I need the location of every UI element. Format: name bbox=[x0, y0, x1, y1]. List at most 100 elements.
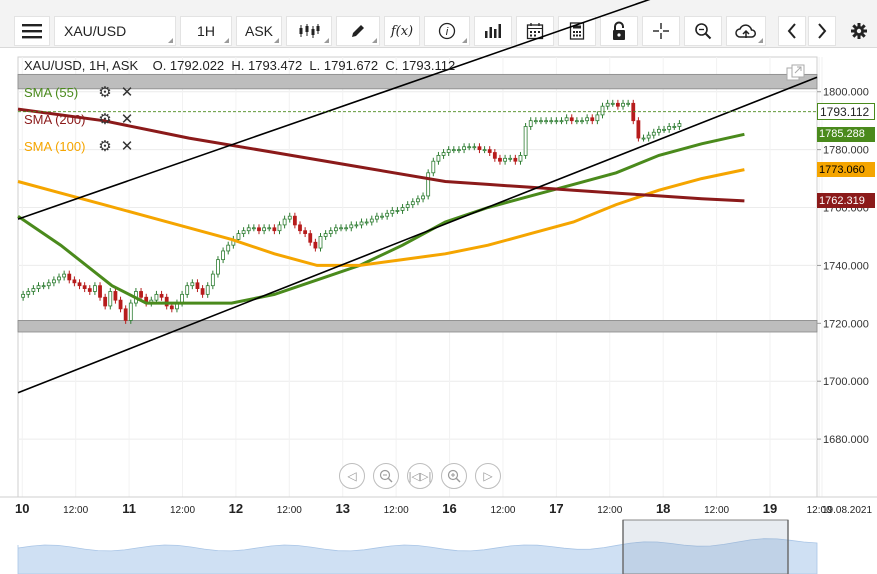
candle-body bbox=[385, 212, 390, 217]
draw-tool-button[interactable] bbox=[336, 16, 380, 46]
candle-body bbox=[523, 126, 528, 156]
reset-zoom-button[interactable]: |◁▷| bbox=[407, 463, 433, 489]
candle-body bbox=[103, 296, 108, 307]
dropdown-corner-icon bbox=[462, 38, 467, 43]
price-type-label: ASK bbox=[244, 23, 273, 39]
candle-body bbox=[62, 273, 67, 278]
candle-body bbox=[169, 305, 174, 310]
candle-body bbox=[216, 259, 220, 275]
legend-sma100: SMA (100) ⚙ ✕ bbox=[24, 137, 134, 155]
dropdown-corner-icon bbox=[324, 38, 329, 43]
candle-body bbox=[46, 282, 51, 287]
settings-button[interactable] bbox=[842, 16, 876, 46]
y-tick-label: 1800.000 bbox=[823, 87, 869, 99]
candle-body bbox=[359, 221, 364, 226]
candle-body bbox=[298, 224, 302, 232]
crosshair-icon bbox=[653, 23, 669, 39]
support-zone bbox=[17, 320, 818, 333]
candle-body bbox=[421, 195, 425, 200]
candle-body bbox=[441, 152, 446, 156]
x-tick-label: 12:00 bbox=[704, 505, 729, 516]
candle-body bbox=[287, 215, 292, 220]
candle-body bbox=[554, 120, 559, 123]
candle-body bbox=[641, 137, 646, 140]
candle-body bbox=[585, 117, 590, 122]
scroll-right-button[interactable] bbox=[808, 16, 836, 46]
candle-body bbox=[395, 210, 400, 212]
pan-left-button[interactable]: ◁ bbox=[339, 463, 365, 489]
zoom-out-icon bbox=[379, 469, 393, 483]
candle-body bbox=[339, 227, 343, 230]
candle-body bbox=[113, 291, 118, 301]
dropdown-corner-icon bbox=[758, 38, 763, 43]
candle-body bbox=[467, 146, 472, 149]
close-icon[interactable]: ✕ bbox=[120, 84, 134, 101]
candle-body bbox=[313, 241, 318, 249]
timeframe-selector[interactable]: 1H bbox=[180, 16, 232, 46]
gear-icon[interactable]: ⚙ bbox=[98, 138, 112, 155]
info-button[interactable]: i bbox=[424, 16, 470, 46]
candle-body bbox=[159, 293, 164, 298]
candle-body bbox=[621, 102, 625, 107]
dropdown-corner-icon bbox=[224, 38, 229, 43]
scroll-left-button[interactable] bbox=[778, 16, 806, 46]
candle-body bbox=[200, 288, 205, 295]
menu-button[interactable] bbox=[14, 16, 50, 46]
candle-body bbox=[651, 131, 656, 136]
candle-body bbox=[472, 146, 477, 149]
chevron-right-icon bbox=[818, 23, 827, 39]
crosshair-button[interactable] bbox=[642, 16, 680, 46]
candle-body bbox=[569, 117, 574, 122]
zones bbox=[17, 73, 818, 333]
candle-body bbox=[369, 218, 374, 223]
candle-body bbox=[190, 282, 195, 287]
candle-body bbox=[118, 299, 123, 310]
candle-body bbox=[610, 102, 615, 105]
gear-icon[interactable]: ⚙ bbox=[98, 111, 112, 128]
price-type-selector[interactable]: ASK bbox=[236, 16, 282, 46]
volume-button[interactable] bbox=[474, 16, 512, 46]
symbol-selector[interactable]: XAU/USD bbox=[54, 16, 176, 46]
candle-body bbox=[390, 210, 395, 214]
candle-body bbox=[41, 285, 46, 288]
candle-body bbox=[539, 120, 543, 123]
pan-right-button[interactable]: ▷ bbox=[475, 463, 501, 489]
calendar-button[interactable] bbox=[516, 16, 554, 46]
candle-body bbox=[333, 227, 338, 232]
x-tick-label: 17 bbox=[549, 501, 563, 516]
close-icon[interactable]: ✕ bbox=[120, 111, 134, 128]
trend-line bbox=[17, 76, 818, 394]
cloud-save-button[interactable] bbox=[726, 16, 766, 46]
dropdown-corner-icon bbox=[274, 38, 279, 43]
lock-button[interactable] bbox=[600, 16, 638, 46]
x-tick-label: 12:00 bbox=[807, 505, 832, 516]
candle-body bbox=[93, 285, 97, 292]
navigator-area bbox=[17, 538, 818, 574]
candle-body bbox=[221, 250, 225, 261]
candle-body bbox=[308, 233, 313, 243]
fullscreen-button[interactable] bbox=[786, 64, 806, 82]
price-badge: 1762.319 bbox=[817, 193, 875, 209]
gear-icon[interactable]: ⚙ bbox=[98, 84, 112, 101]
candle-body bbox=[262, 227, 267, 232]
zoom-in-button[interactable] bbox=[441, 463, 467, 489]
candle-body bbox=[416, 198, 420, 203]
candle-body bbox=[626, 102, 631, 105]
zoom-button[interactable] bbox=[684, 16, 722, 46]
y-tick-label: 1720.000 bbox=[823, 318, 869, 330]
candle-body bbox=[615, 102, 620, 107]
candle-body bbox=[328, 230, 333, 234]
candle-body bbox=[559, 120, 564, 123]
zoom-out-button[interactable] bbox=[373, 463, 399, 489]
candle-body bbox=[349, 224, 354, 229]
price-badge: 1793.112 bbox=[817, 103, 875, 121]
candle-body bbox=[657, 128, 661, 133]
sma-line bbox=[17, 168, 745, 267]
candle-body bbox=[210, 273, 215, 287]
candle-body bbox=[21, 293, 26, 298]
close-icon[interactable]: ✕ bbox=[120, 138, 134, 155]
chart-type-button[interactable] bbox=[286, 16, 332, 46]
candle-body bbox=[87, 288, 92, 292]
indicators-button[interactable]: f(x) bbox=[384, 16, 420, 46]
